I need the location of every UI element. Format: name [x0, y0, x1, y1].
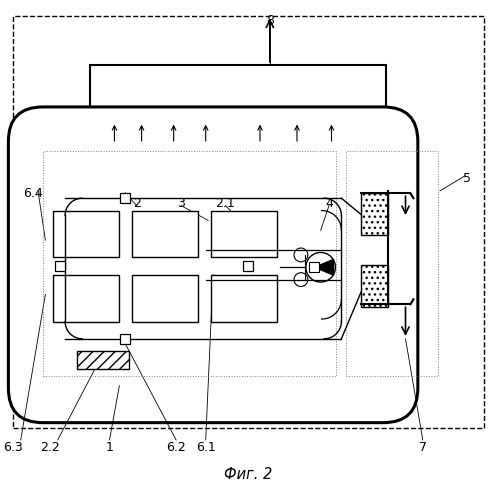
Bar	[53, 210, 119, 258]
Text: Фиг. 2: Фиг. 2	[224, 467, 272, 482]
Text: 5: 5	[463, 172, 471, 185]
Bar	[90, 65, 386, 122]
Bar	[53, 274, 119, 322]
Bar	[120, 194, 130, 203]
Bar	[243, 261, 252, 270]
Bar	[43, 152, 337, 376]
Text: 6.2: 6.2	[166, 441, 186, 454]
Text: 1: 1	[105, 441, 113, 454]
Text: 3: 3	[177, 196, 185, 209]
Text: 4: 4	[325, 196, 333, 209]
Text: 2: 2	[133, 196, 141, 209]
Polygon shape	[315, 260, 334, 275]
Bar	[346, 152, 438, 376]
FancyBboxPatch shape	[8, 107, 418, 422]
Text: 7: 7	[419, 441, 427, 454]
Bar	[77, 350, 129, 370]
Bar	[132, 210, 198, 258]
Bar	[309, 262, 319, 272]
Bar	[120, 334, 130, 344]
Bar	[361, 265, 388, 306]
Bar	[211, 210, 277, 258]
Bar	[55, 261, 65, 270]
Text: 6.3: 6.3	[3, 441, 23, 454]
Bar	[211, 274, 277, 322]
Text: 2.1: 2.1	[215, 196, 235, 209]
Text: 6.4: 6.4	[23, 187, 43, 200]
Text: 6.1: 6.1	[196, 441, 216, 454]
Text: 2.2: 2.2	[41, 441, 60, 454]
Bar	[132, 274, 198, 322]
Text: 8: 8	[266, 14, 274, 27]
Bar	[13, 16, 485, 428]
Bar	[361, 194, 388, 235]
